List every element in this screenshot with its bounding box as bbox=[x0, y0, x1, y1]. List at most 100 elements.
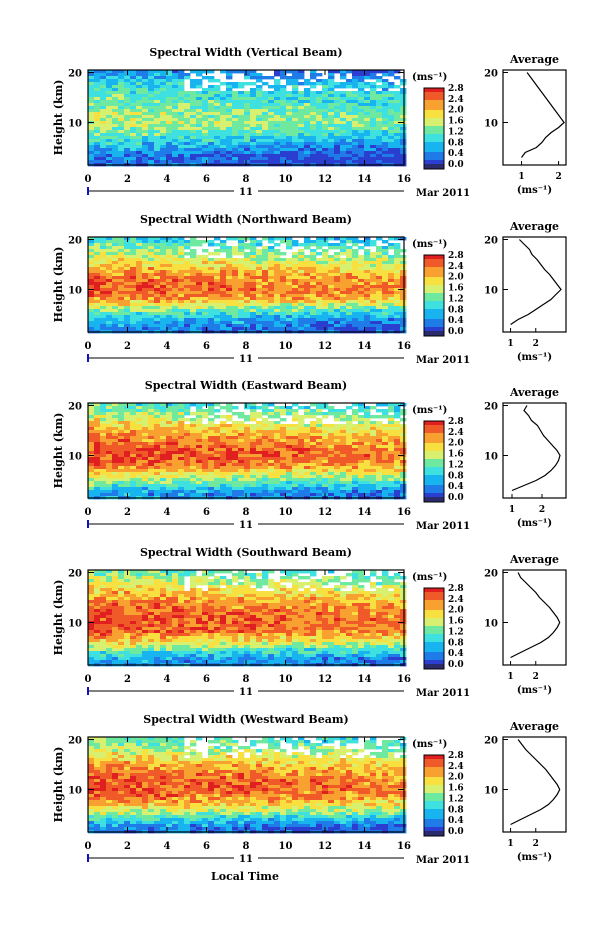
heatmap-cell bbox=[322, 451, 329, 455]
heatmap-cell bbox=[346, 160, 353, 164]
heatmap-cell bbox=[376, 127, 383, 131]
heatmap-cell bbox=[100, 306, 107, 310]
heatmap-cell bbox=[316, 303, 323, 307]
heatmap-cell bbox=[208, 285, 215, 289]
heatmap-cell bbox=[208, 484, 215, 488]
colorbar-segment bbox=[424, 317, 444, 320]
heatmap-cell bbox=[106, 315, 113, 319]
heatmap-cell bbox=[166, 493, 173, 497]
heatmap-cell bbox=[256, 327, 263, 331]
heatmap-cell bbox=[154, 82, 161, 86]
heatmap-cell bbox=[316, 157, 323, 161]
heatmap-cell bbox=[112, 445, 119, 449]
heatmap-cell bbox=[124, 121, 131, 125]
heatmap-cell bbox=[88, 427, 95, 431]
heatmap-cell bbox=[238, 243, 245, 247]
heatmap-cell bbox=[226, 463, 233, 467]
heatmap-cell bbox=[382, 136, 389, 140]
heatmap-cell bbox=[226, 252, 233, 256]
heatmap-cell bbox=[370, 76, 377, 80]
heatmap-cell bbox=[88, 145, 95, 149]
heatmap-cell bbox=[118, 412, 125, 416]
heatmap-cell bbox=[274, 94, 281, 98]
heatmap-cell bbox=[370, 466, 377, 470]
heatmap-cell bbox=[376, 91, 383, 95]
heatmap-cell bbox=[382, 115, 389, 119]
heatmap-cell bbox=[88, 493, 95, 497]
heatmap-cell bbox=[88, 469, 95, 473]
heatmap-cell bbox=[304, 154, 311, 158]
heatmap-cell bbox=[244, 466, 251, 470]
heatmap-cell bbox=[190, 418, 197, 422]
colorbar-segment bbox=[424, 160, 444, 163]
heatmap-cell bbox=[298, 439, 305, 443]
heatmap-cell bbox=[94, 306, 101, 310]
heatmap-cell bbox=[322, 115, 329, 119]
heatmap-cell bbox=[112, 493, 119, 497]
heatmap-cell bbox=[232, 466, 239, 470]
heatmap-cell bbox=[352, 457, 359, 461]
heatmap-cell bbox=[112, 306, 119, 310]
heatmap-cell bbox=[388, 148, 395, 152]
heatmap-cell bbox=[154, 121, 161, 125]
heatmap-cell bbox=[124, 97, 131, 101]
heatmap-cell bbox=[160, 237, 167, 241]
heatmap-cell bbox=[400, 94, 407, 98]
heatmap-cell bbox=[322, 466, 329, 470]
heatmap-cell bbox=[118, 142, 125, 146]
heatmap-cell bbox=[286, 121, 293, 125]
heatmap-cell bbox=[160, 288, 167, 292]
y-tick-label: 20 bbox=[68, 69, 82, 80]
heatmap-cell bbox=[400, 315, 407, 319]
heatmap-cell bbox=[94, 430, 101, 434]
heatmap-cell bbox=[172, 433, 179, 437]
heatmap-cell bbox=[178, 243, 185, 247]
heatmap-cell bbox=[202, 121, 209, 125]
heatmap-cell bbox=[202, 312, 209, 316]
heatmap-cell bbox=[190, 79, 197, 83]
heatmap-cell bbox=[370, 139, 377, 143]
heatmap-cell bbox=[244, 403, 251, 407]
heatmap-cell bbox=[262, 109, 269, 113]
heatmap-cell bbox=[190, 442, 197, 446]
heatmap-cell bbox=[298, 82, 305, 86]
heatmap-cell bbox=[94, 103, 101, 107]
heatmap-cell bbox=[184, 466, 191, 470]
heatmap-cell bbox=[268, 237, 275, 241]
heatmap-cell bbox=[268, 136, 275, 140]
heatmap-cell bbox=[184, 91, 191, 95]
colorbar-segment bbox=[424, 295, 444, 298]
heatmap-cell bbox=[382, 409, 389, 413]
heatmap-cell bbox=[328, 261, 335, 265]
heatmap-cell bbox=[370, 478, 377, 482]
heatmap-cell bbox=[106, 279, 113, 283]
heatmap-cell bbox=[124, 297, 131, 301]
heatmap-cell bbox=[238, 252, 245, 256]
heatmap-cell bbox=[364, 312, 371, 316]
heatmap-cell bbox=[184, 145, 191, 149]
heatmap-cell bbox=[364, 109, 371, 113]
heatmap-cell bbox=[184, 243, 191, 247]
heatmap-cell bbox=[388, 321, 395, 325]
heatmap-cell bbox=[292, 412, 299, 416]
heatmap-cell bbox=[256, 463, 263, 467]
heatmap-cell bbox=[310, 106, 317, 110]
heatmap-cell bbox=[268, 157, 275, 161]
heatmap-cell bbox=[154, 273, 161, 277]
heatmap-cell bbox=[382, 273, 389, 277]
heatmap-cell bbox=[190, 451, 197, 455]
heatmap-cell bbox=[298, 267, 305, 271]
heatmap-cell bbox=[124, 409, 131, 413]
heatmap-cell bbox=[364, 121, 371, 125]
heatmap-cell bbox=[220, 258, 227, 262]
colorbar-segment bbox=[424, 104, 444, 107]
heatmap-cell bbox=[388, 139, 395, 143]
heatmap-cell bbox=[376, 439, 383, 443]
heatmap-cell bbox=[304, 430, 311, 434]
heatmap-cell bbox=[142, 70, 149, 74]
heatmap-cell bbox=[178, 106, 185, 110]
heatmap-cell bbox=[286, 103, 293, 107]
heatmap-cell bbox=[88, 255, 95, 259]
heatmap-cell bbox=[220, 448, 227, 452]
heatmap-cell bbox=[130, 121, 137, 125]
